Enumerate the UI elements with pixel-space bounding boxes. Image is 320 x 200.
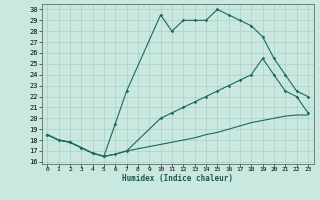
X-axis label: Humidex (Indice chaleur): Humidex (Indice chaleur)	[122, 174, 233, 183]
